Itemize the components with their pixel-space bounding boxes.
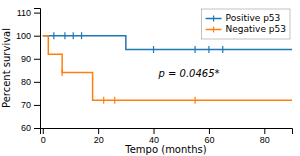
tick: 70: [21, 100, 40, 110]
survival-line: [43, 36, 292, 101]
tick-label: 80: [260, 135, 270, 145]
tick: 60: [204, 128, 214, 145]
legend: Positive p53Negative p53: [202, 9, 290, 39]
censor-mark: [103, 97, 104, 104]
tick-label: 20: [94, 135, 104, 145]
tick-label: 60: [21, 123, 31, 133]
legend-swatch-tick: [213, 27, 214, 33]
censor-mark: [153, 46, 154, 53]
x-axis-title: Tempo (months): [124, 144, 207, 155]
annotation: p = 0.0465*: [157, 68, 219, 79]
tick-mark: [34, 36, 40, 37]
censor-mark: [208, 46, 209, 53]
tick-mark: [154, 128, 155, 134]
tick: 100: [16, 31, 40, 41]
tick: 40: [149, 128, 159, 145]
tick: 110: [17, 8, 40, 18]
censor-mark: [62, 69, 63, 76]
tick-label: 0: [41, 135, 46, 145]
y-axis: 60 70 80 90 100 110: [16, 8, 41, 133]
y-axis-title: Percent survival: [1, 28, 12, 108]
tick-mark: [34, 13, 40, 14]
legend-swatch-tick: [213, 16, 214, 22]
axis-line: [41, 129, 293, 135]
tick: 90: [21, 54, 40, 64]
tick-mark: [209, 128, 210, 134]
tick: 0: [41, 128, 46, 145]
tick-label: 110: [17, 8, 31, 18]
tick: 80: [21, 77, 40, 87]
tick-label: 100: [16, 31, 31, 41]
tick-label: 90: [21, 54, 31, 64]
tick-mark: [43, 128, 44, 134]
censor-mark: [73, 32, 74, 39]
censor-mark: [114, 97, 115, 104]
chart: 0 20 40 60 80 60 70 80 90 100 110 p = 0.0465* Positi…: [0, 0, 300, 156]
x-axis: 0 20 40 60 80: [41, 128, 293, 145]
tick-mark: [34, 128, 40, 129]
tick-mark: [34, 105, 40, 106]
tick-label: 70: [21, 100, 31, 110]
tick-mark: [34, 82, 40, 83]
legend-label: Positive p53: [226, 13, 281, 23]
tick-label: 80: [21, 77, 31, 87]
censor-mark: [194, 46, 195, 53]
censor-mark: [64, 32, 65, 39]
tick: 20: [94, 128, 104, 145]
tick: 80: [260, 128, 270, 145]
censor-mark: [53, 32, 54, 39]
tick: 60: [21, 123, 40, 133]
tick-mark: [98, 128, 99, 134]
tick-mark: [34, 59, 40, 60]
marks: [43, 32, 292, 104]
censor-mark: [194, 97, 195, 104]
censor-mark: [222, 46, 223, 53]
axis-line: [34, 9, 41, 129]
legend-label: Negative p53: [226, 24, 286, 34]
plot-area: 0 20 40 60 80 60 70 80 90 100 110 p = 0.0465* Positi…: [16, 8, 293, 145]
legend-frame: [202, 9, 290, 39]
tick-mark: [264, 128, 265, 134]
censor-mark: [81, 32, 82, 39]
